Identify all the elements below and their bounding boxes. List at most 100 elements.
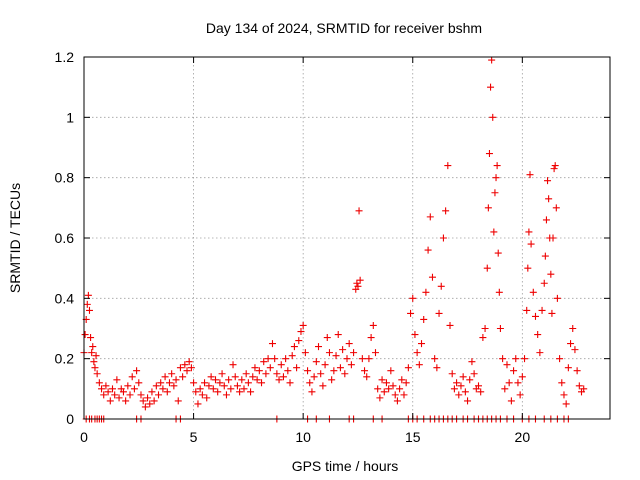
x-tick-label: 15	[405, 429, 421, 445]
data-point	[277, 361, 285, 369]
data-point	[422, 288, 430, 296]
data-point	[385, 385, 393, 393]
data-point	[236, 388, 244, 396]
data-point	[150, 397, 158, 405]
data-point	[580, 385, 588, 393]
data-point	[548, 309, 556, 317]
data-point	[562, 400, 570, 408]
data-point	[355, 207, 363, 215]
data-point	[218, 370, 226, 378]
data-point	[308, 388, 316, 396]
data-point	[301, 349, 309, 357]
x-tick-label: 5	[190, 429, 198, 445]
data-point	[538, 306, 546, 314]
data-point	[89, 343, 97, 351]
y-tick-label: 0.6	[55, 230, 75, 246]
data-point	[115, 394, 123, 402]
data-point	[550, 165, 558, 173]
data-point	[488, 56, 496, 64]
data-point	[155, 391, 163, 399]
data-point	[341, 370, 349, 378]
data-point	[521, 355, 529, 363]
data-point	[247, 388, 255, 396]
data-point	[450, 385, 458, 393]
data-point	[249, 373, 257, 381]
data-point	[88, 349, 96, 357]
data-point	[222, 391, 230, 399]
y-tick-label: 1	[66, 109, 74, 125]
data-point	[400, 391, 408, 399]
data-point	[420, 315, 428, 323]
data-point	[466, 376, 474, 384]
data-point	[157, 379, 165, 387]
data-point	[148, 388, 156, 396]
tick-labels: 0 5 10 15 20 0 0.2 0.4 0.6 0.8 1 1.2	[55, 49, 531, 445]
y-tick-label: 0.2	[55, 351, 75, 367]
data-point	[264, 355, 272, 363]
data-point	[448, 370, 456, 378]
data-point	[192, 388, 200, 396]
data-point	[365, 355, 373, 363]
data-point	[499, 355, 507, 363]
data-point	[549, 234, 557, 242]
data-point	[569, 325, 577, 332]
data-point	[455, 391, 463, 399]
data-point	[146, 400, 154, 408]
data-point	[510, 367, 518, 375]
data-point	[531, 312, 539, 320]
data-point	[470, 370, 478, 378]
data-point	[315, 343, 323, 351]
data-point	[170, 382, 178, 390]
data-point	[258, 379, 266, 387]
data-point	[396, 385, 404, 393]
data-point	[135, 379, 143, 387]
data-point	[93, 370, 101, 378]
data-point	[201, 379, 209, 387]
data-point	[317, 370, 325, 378]
data-point	[487, 83, 495, 91]
data-point	[367, 334, 375, 342]
data-point	[130, 385, 138, 393]
data-point	[113, 376, 121, 384]
data-point	[306, 379, 314, 387]
data-point	[524, 264, 532, 272]
data-point	[540, 279, 548, 287]
data-point	[361, 367, 369, 375]
data-point	[424, 246, 432, 254]
data-point	[84, 291, 92, 299]
data-point	[393, 397, 401, 405]
data-point	[526, 171, 534, 179]
data-point	[279, 373, 287, 381]
data-point	[464, 397, 472, 405]
data-point	[428, 273, 436, 281]
data-point	[523, 306, 531, 314]
data-point	[376, 394, 384, 402]
data-point	[194, 400, 202, 408]
y-tick-label: 0.4	[55, 290, 75, 306]
data-point	[382, 379, 390, 387]
data-point	[413, 349, 421, 357]
data-point	[187, 364, 195, 372]
data-point	[214, 388, 222, 396]
data-point	[544, 177, 552, 185]
data-point	[225, 376, 233, 384]
data-point	[126, 391, 134, 399]
data-point	[409, 294, 417, 302]
data-point	[553, 294, 561, 302]
data-point	[442, 207, 450, 215]
data-point	[516, 391, 524, 399]
data-point	[556, 355, 564, 363]
data-point	[492, 174, 500, 182]
data-point	[479, 334, 487, 342]
data-point	[172, 376, 180, 384]
data-point	[141, 403, 149, 411]
data-point	[484, 204, 492, 212]
data-point	[286, 379, 294, 387]
data-point	[124, 382, 132, 390]
data-point	[404, 364, 412, 372]
data-point	[87, 334, 95, 342]
data-point	[161, 373, 169, 381]
data-point	[541, 252, 549, 260]
data-point	[288, 352, 296, 360]
data-point	[242, 370, 250, 378]
